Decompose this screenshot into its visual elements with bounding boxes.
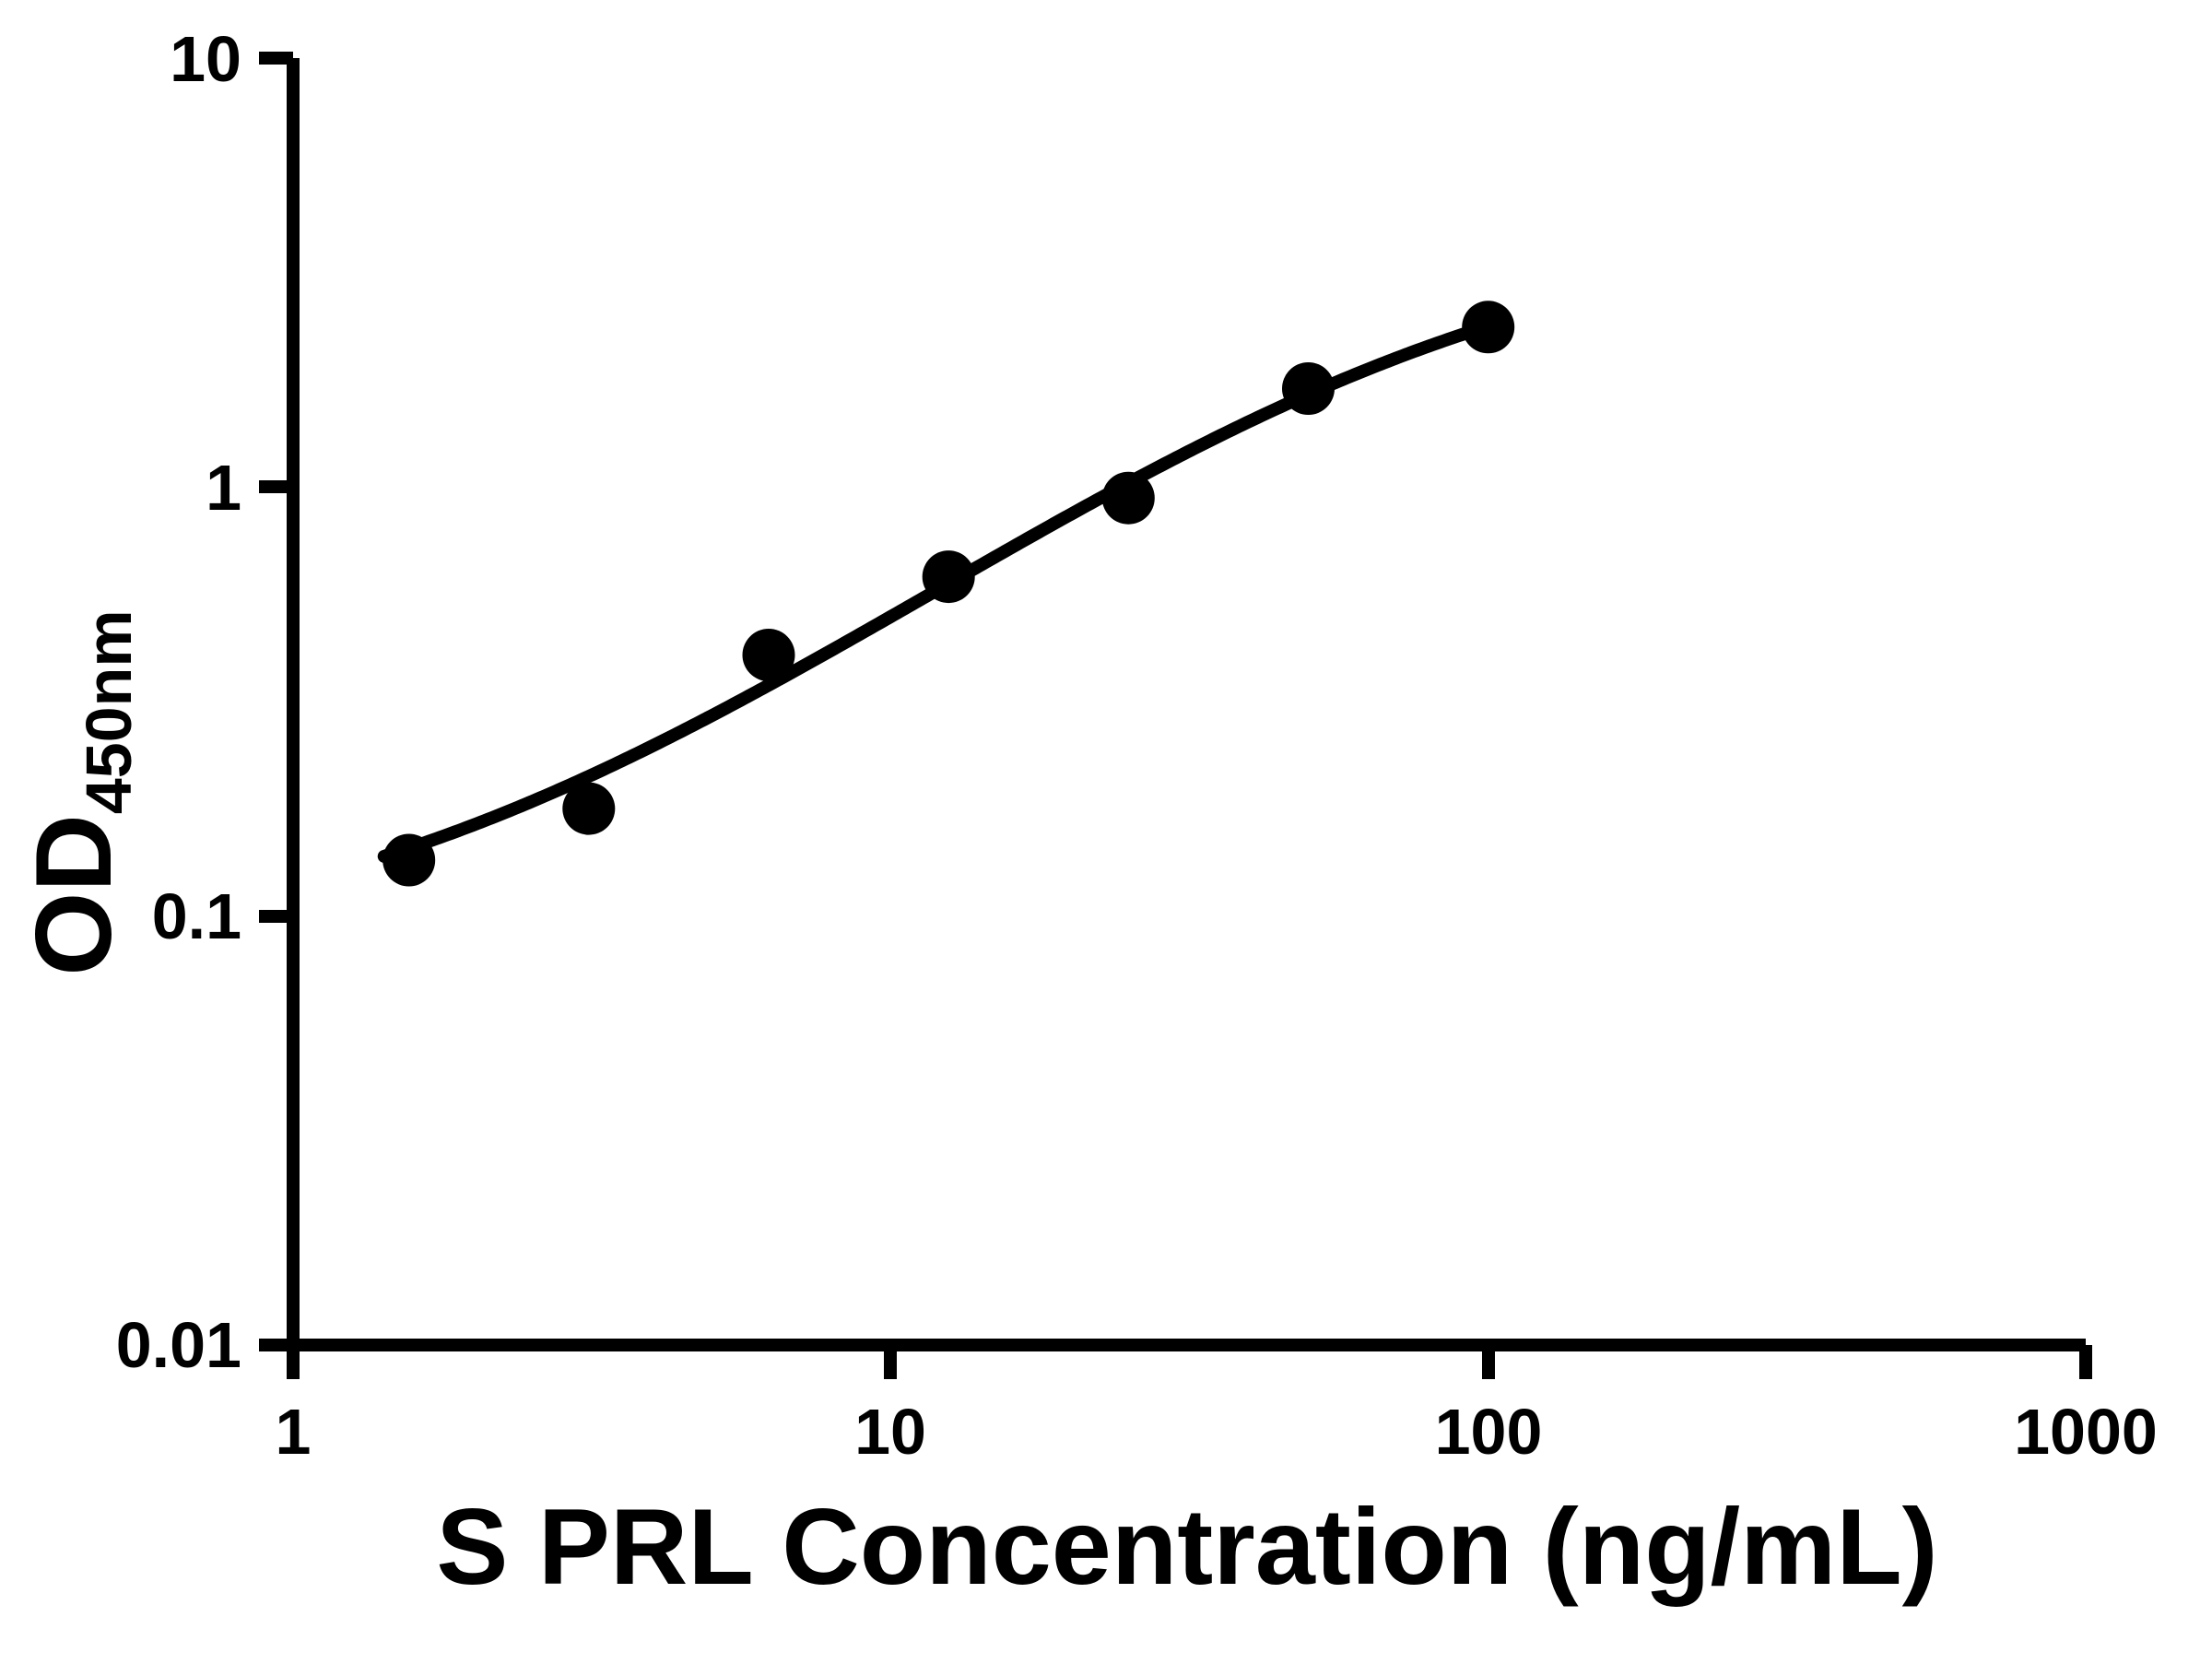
svg-text:S PRL Concentration (ng/mL): S PRL Concentration (ng/mL) [436,1486,1937,1607]
svg-text:0.1: 0.1 [152,880,241,952]
svg-text:0.01: 0.01 [116,1309,241,1381]
svg-text:100: 100 [1435,1396,1543,1468]
svg-text:1: 1 [206,452,241,524]
svg-text:1000: 1000 [2014,1396,2158,1468]
svg-text:OD450nm: OD450nm [13,609,145,975]
svg-text:1: 1 [276,1396,312,1468]
svg-text:10: 10 [854,1396,926,1468]
svg-text:10: 10 [170,23,241,95]
